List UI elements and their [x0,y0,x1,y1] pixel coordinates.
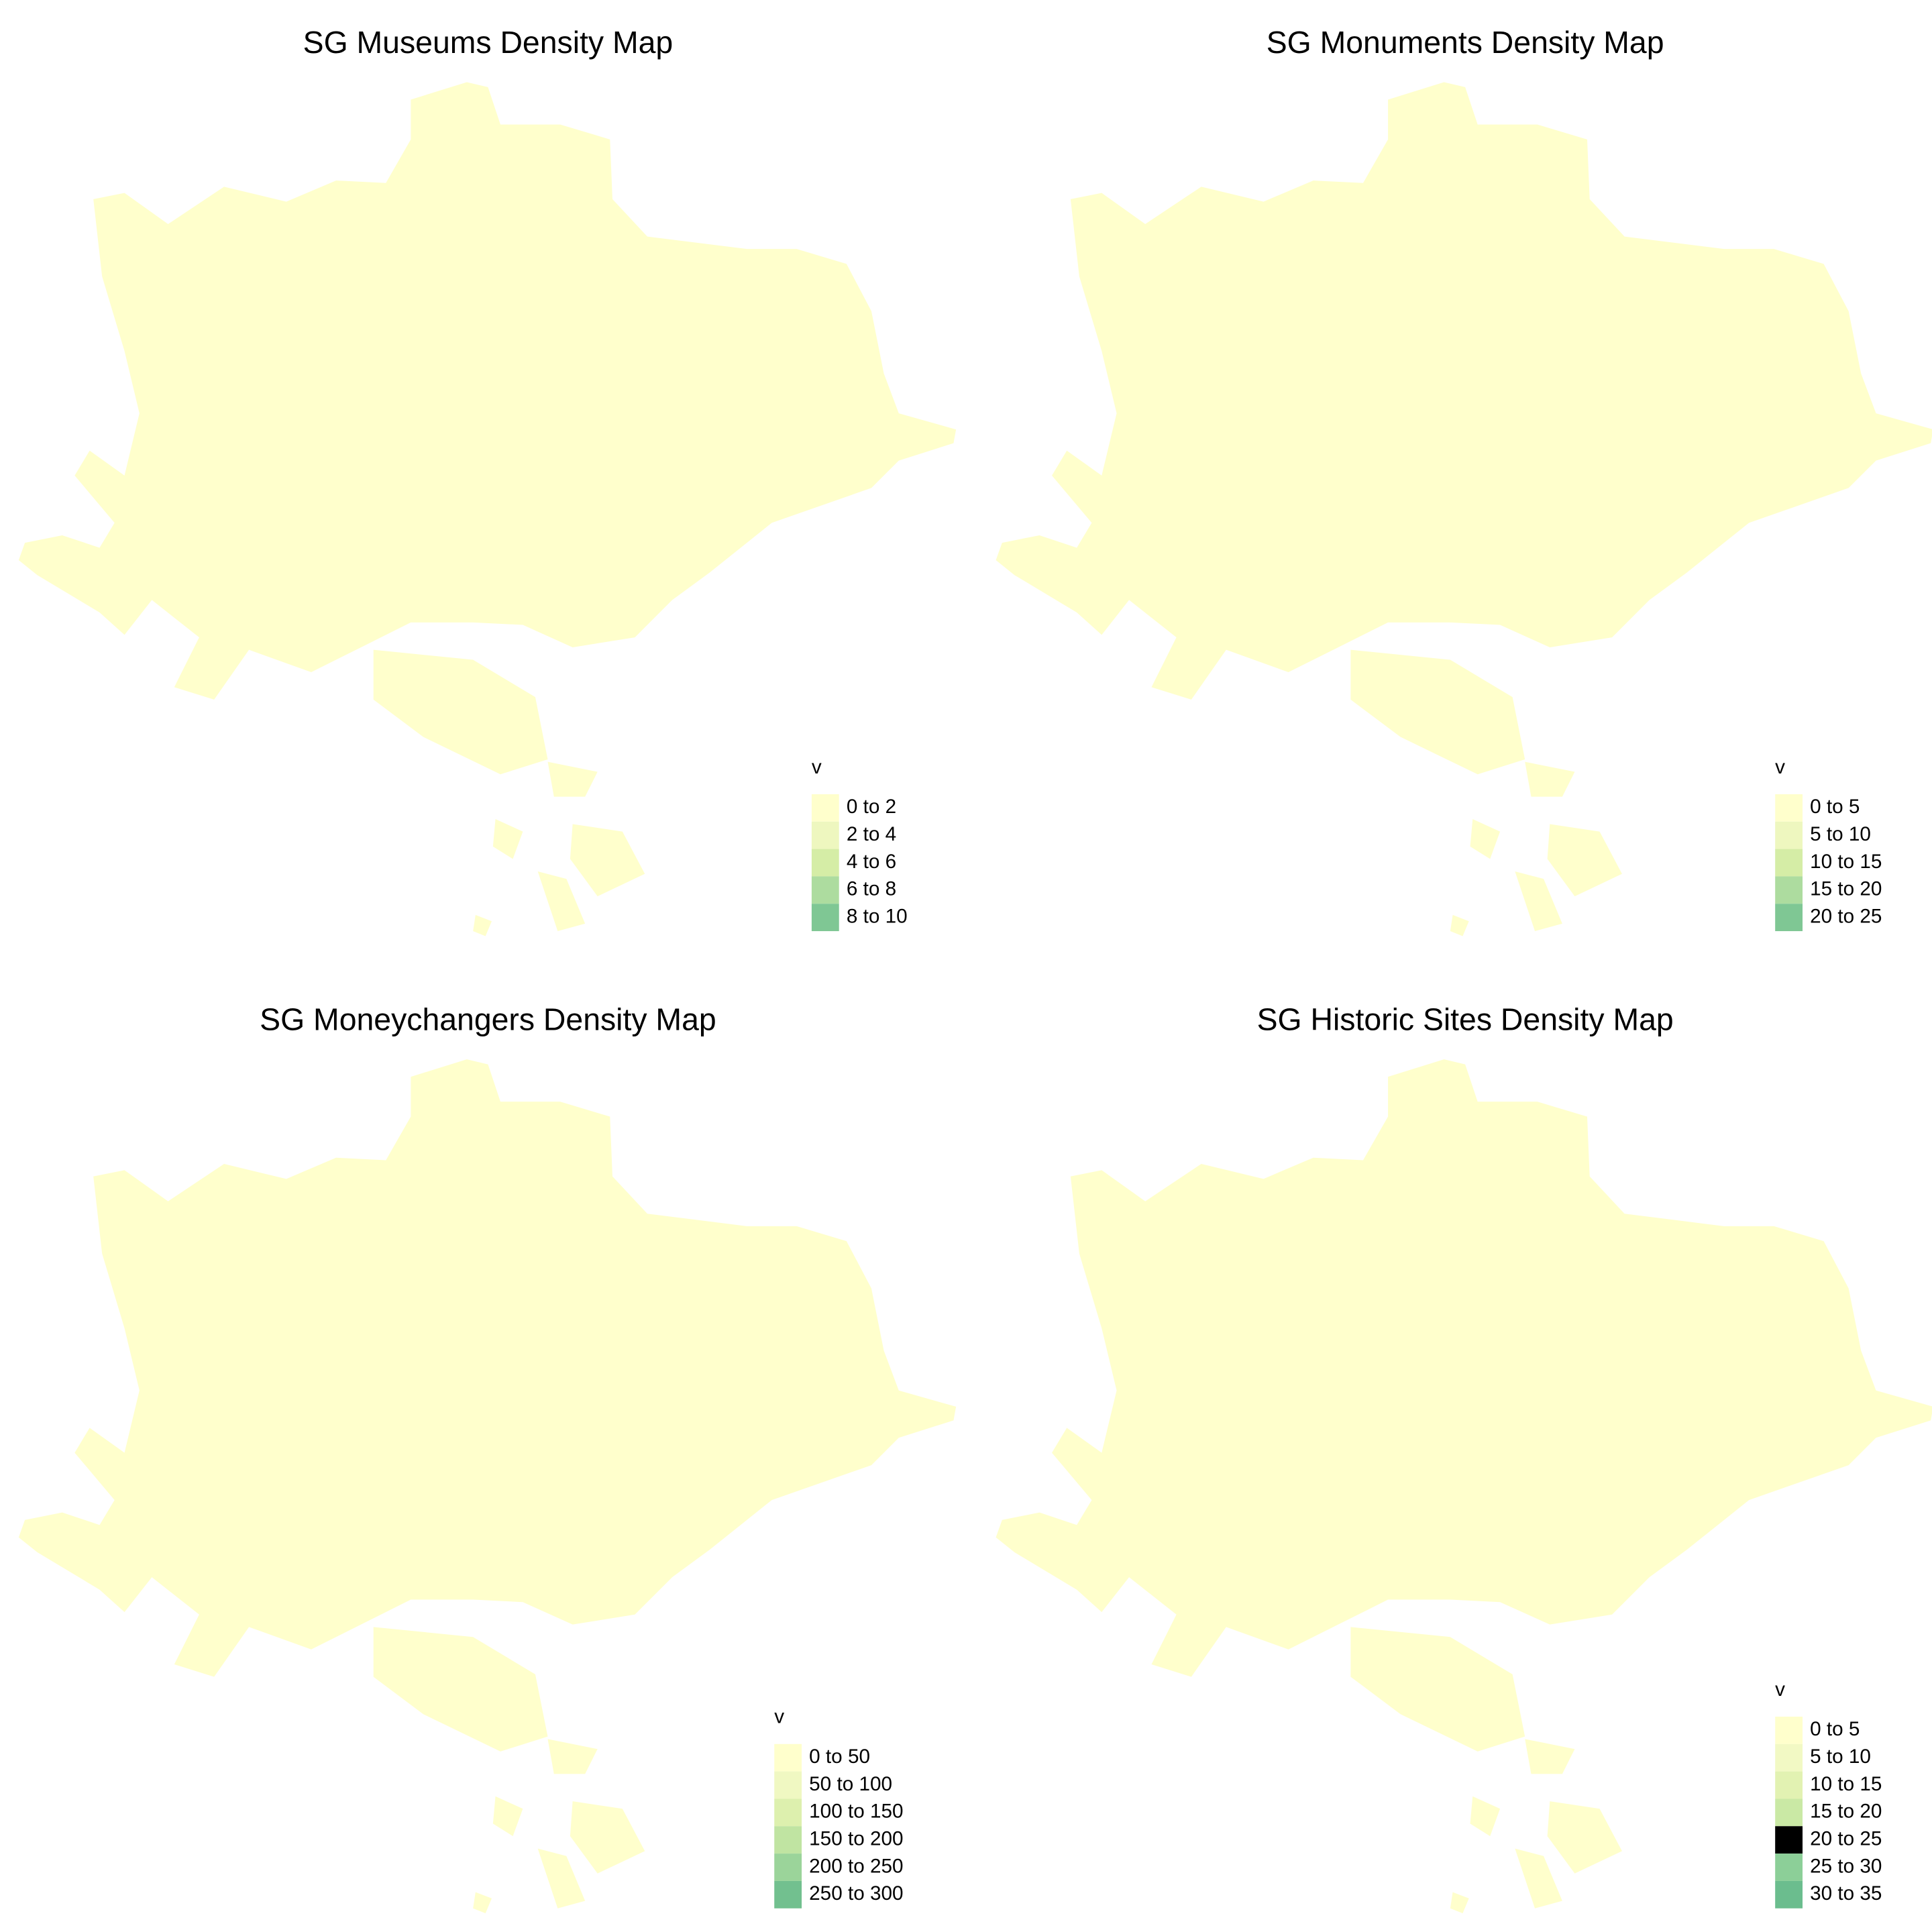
legend-label: 250 to 300 [809,1882,903,1904]
legend-swatch [774,1880,802,1909]
legend-label: 200 to 250 [809,1855,903,1877]
legend-swatch [1775,1880,1803,1909]
map-panel: SG Monuments Density Map v 0 to 5 5 to 10 10… [996,25,1932,936]
legend-swatch [1775,1743,1803,1772]
legend-label: 15 to 20 [1810,1801,1882,1823]
map-title: SG Moneychangers Density Map [260,1002,716,1037]
legend-swatch [1775,821,1803,849]
legend-swatch [774,1771,802,1799]
legend-swatch [811,876,839,904]
legend-swatch [1775,794,1803,822]
legend-swatch [1775,1771,1803,1799]
legend-swatch [811,821,839,849]
legend-label: 20 to 25 [1810,1828,1882,1850]
legend-swatch [1775,904,1803,932]
legend-swatch [774,1854,802,1881]
legend-swatch [1775,1799,1803,1827]
map-title: SG Museums Density Map [303,25,674,60]
legend-swatch [1775,1854,1803,1881]
legend-label: 0 to 5 [1810,796,1860,818]
legend-swatch [811,794,839,822]
map-panel: SG Historic Sites Density Map v 0 to 5 5 to… [996,1002,1932,1914]
legend-title: v [1775,756,1785,778]
legend-label: 5 to 10 [1810,823,1871,845]
legend-label: 15 to 20 [1810,878,1882,900]
legend-label: 6 to 8 [847,878,896,900]
legend-swatch [774,1743,802,1772]
legend-label: 4 to 6 [847,851,896,873]
legend-swatch [1775,1826,1803,1854]
legend-swatch [1775,876,1803,904]
map-panel: SG Museums Density Map v 0 to 2 2 to 4 4 to … [18,25,957,936]
legend-swatch [811,849,839,877]
map-panel: SG Moneychangers Density Map v 0 to 50 50 t… [18,1002,957,1914]
legend-swatch [774,1826,802,1854]
legend-swatch [1775,849,1803,877]
legend-label: 2 to 4 [847,823,896,845]
legend-swatch [811,904,839,932]
legend-label: 5 to 10 [1810,1746,1871,1768]
legend-label: 10 to 15 [1810,1773,1882,1795]
legend-title: v [1775,1678,1785,1701]
legend-swatch [1775,1716,1803,1744]
legend-title: v [774,1706,784,1728]
legend-label: 25 to 30 [1810,1855,1882,1877]
legend-label: 150 to 200 [809,1828,903,1850]
legend-label: 100 to 150 [809,1801,903,1823]
legend-title: v [812,756,822,778]
legend-label: 20 to 25 [1810,905,1882,927]
legend-label: 30 to 35 [1810,1882,1882,1904]
legend-swatch [774,1799,802,1827]
legend-label: 0 to 5 [1810,1718,1860,1740]
map-title: SG Historic Sites Density Map [1257,1002,1674,1037]
map-title: SG Monuments Density Map [1267,25,1664,60]
legend-label: 0 to 2 [847,796,896,818]
legend-label: 8 to 10 [847,905,908,927]
legend-label: 10 to 15 [1810,851,1882,873]
legend-label: 0 to 50 [809,1746,870,1768]
legend-label: 50 to 100 [809,1773,892,1795]
